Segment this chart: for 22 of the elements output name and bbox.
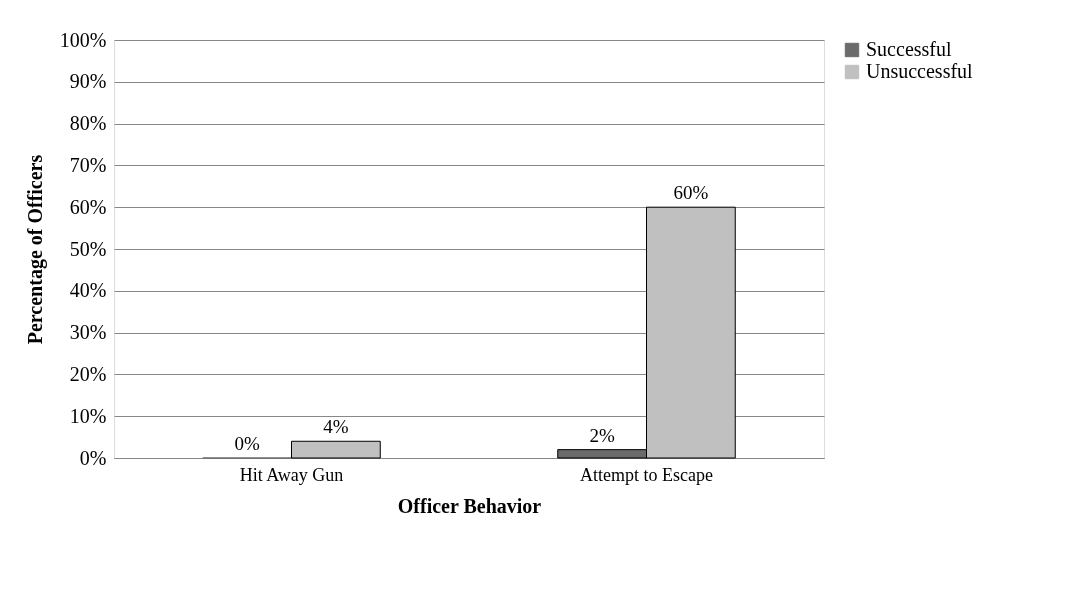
y-tick-label: 0% <box>79 446 107 469</box>
y-tick-label: 80% <box>69 112 107 135</box>
data-label: 2% <box>589 424 615 446</box>
x-tick-label: Hit Away Gun <box>239 464 344 485</box>
y-tick-label: 40% <box>69 279 107 302</box>
x-tick-label: Attempt to Escape <box>580 464 713 485</box>
y-tick-label: 60% <box>69 195 107 218</box>
legend-label: Unsuccessful <box>866 60 974 82</box>
y-tick-label: 50% <box>69 237 107 260</box>
x-axis-title: Officer Behavior <box>397 494 542 517</box>
bar <box>291 440 381 459</box>
y-tick-label: 70% <box>69 153 107 176</box>
legend-label: Successful <box>866 38 952 60</box>
y-tick-label: 100% <box>59 28 107 51</box>
data-label: 0% <box>234 433 260 454</box>
y-tick-label: 90% <box>69 70 107 93</box>
y-tick-label: 30% <box>69 321 107 344</box>
data-label: 4% <box>323 416 349 438</box>
y-tick-label: 20% <box>69 362 107 385</box>
y-axis-title: Percentage of Officers <box>23 154 47 345</box>
y-tick-label: 10% <box>69 404 107 427</box>
data-label: 60% <box>673 182 709 204</box>
